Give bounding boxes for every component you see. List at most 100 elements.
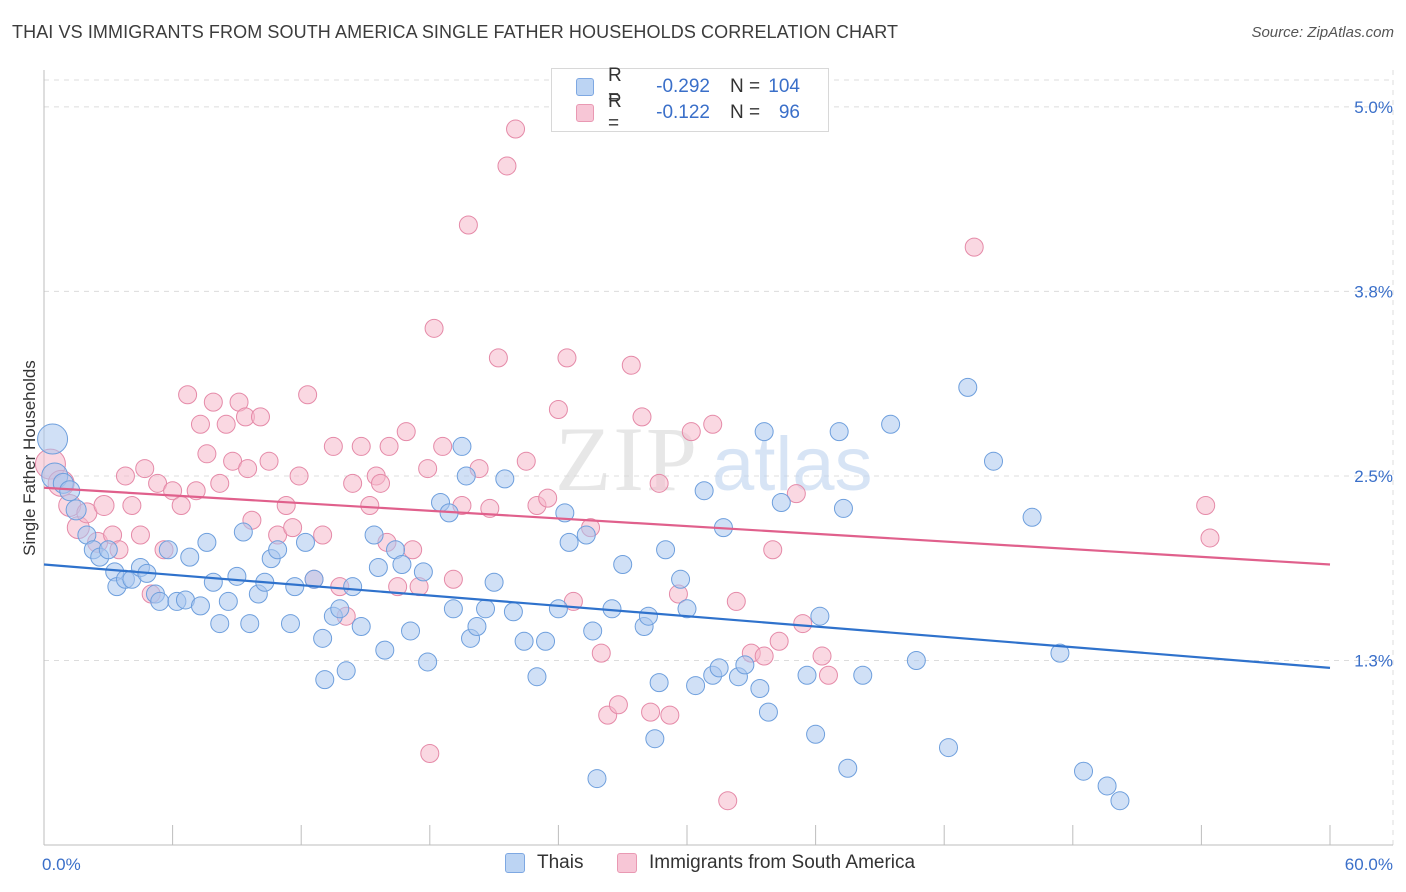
thais-point	[638, 606, 658, 626]
thais-point	[587, 769, 607, 789]
thais-point	[476, 599, 496, 619]
sa-point	[443, 569, 463, 589]
thais-point	[656, 540, 676, 560]
thais-point	[645, 729, 665, 749]
sa-point	[197, 444, 217, 464]
sa-point	[210, 473, 230, 493]
legend-swatch-thais	[505, 853, 525, 873]
sa-point	[93, 494, 115, 516]
sa-point	[259, 451, 279, 471]
thais-point	[158, 540, 178, 560]
thais-point	[838, 758, 858, 778]
sa-point	[216, 414, 236, 434]
thais-point	[413, 562, 433, 582]
legend-swatch-sa	[617, 853, 637, 873]
sa-point	[420, 743, 440, 763]
legend-swatch-thais	[576, 78, 594, 96]
thais-point	[484, 572, 504, 592]
trend-line-thais	[43, 563, 1331, 669]
thais-point	[677, 599, 697, 619]
thais-point	[401, 621, 421, 641]
thais-point	[548, 599, 568, 619]
thais-point	[806, 724, 826, 744]
sa-point	[396, 422, 416, 442]
thais-point	[315, 670, 335, 690]
thais-point	[1110, 791, 1130, 811]
sa-point	[388, 577, 408, 597]
sa-point	[621, 355, 641, 375]
y-tick-label: 5.0%	[1354, 98, 1393, 117]
source-credit: Source: ZipAtlas.com	[1251, 24, 1394, 41]
legend-item-thais[interactable]: Thais	[505, 852, 583, 874]
legend-r-value-thais: -0.292	[656, 76, 710, 97]
series-legend: Thais Immigrants from South America	[0, 852, 1406, 876]
thais-point	[240, 614, 260, 634]
sa-point	[769, 631, 789, 651]
trend-line-sa	[43, 486, 1331, 566]
sa-point	[718, 791, 738, 811]
sa-point	[313, 525, 333, 545]
thais-point	[452, 436, 472, 456]
thais-point	[833, 498, 853, 518]
legend-swatch-sa	[576, 104, 594, 122]
sa-point	[480, 498, 500, 518]
sa-point	[283, 518, 303, 538]
thais-point	[203, 572, 223, 592]
sa-point	[641, 702, 661, 722]
thais-point	[227, 566, 247, 586]
thais-point	[285, 577, 305, 597]
thais-point	[906, 650, 926, 670]
sa-point	[703, 414, 723, 434]
sa-point	[122, 495, 142, 515]
thais-point	[686, 676, 706, 696]
sa-point	[516, 451, 536, 471]
legend-n-label: N =	[730, 102, 761, 123]
thais-point	[1022, 507, 1042, 527]
thais-point	[750, 679, 770, 699]
thais-point	[336, 661, 356, 681]
thais-point	[368, 557, 388, 577]
legend-label-sa: Immigrants from South America	[649, 852, 916, 873]
chart-title: THAI VS IMMIGRANTS FROM SOUTH AMERICA SI…	[12, 22, 899, 42]
sa-point	[360, 495, 380, 515]
series-thais	[37, 377, 1130, 811]
watermark-zip: ZIP	[555, 408, 699, 510]
sa-point	[591, 643, 611, 663]
thais-point	[559, 532, 579, 552]
sa-point	[681, 422, 701, 442]
tick-labels: 1.3% 2.5% 3.8% 5.0% 0.0% 60.0%	[42, 98, 1393, 874]
sa-point	[250, 407, 270, 427]
thais-point	[503, 602, 523, 622]
sa-point	[298, 385, 318, 405]
sa-point	[538, 488, 558, 508]
sa-point	[1200, 528, 1220, 548]
sa-point	[190, 414, 210, 434]
legend-n-value-sa: 96	[778, 102, 800, 123]
thais-point	[313, 628, 333, 648]
thais-point	[771, 493, 791, 513]
thais-point	[65, 499, 87, 521]
legend-n-label: N =	[730, 76, 761, 97]
thais-point	[1097, 776, 1117, 796]
thais-point	[1050, 643, 1070, 663]
sa-point	[812, 646, 832, 666]
sa-point	[488, 348, 508, 368]
sa-point	[178, 385, 198, 405]
sa-point	[171, 495, 191, 515]
sa-point	[223, 451, 243, 471]
sa-point	[632, 407, 652, 427]
thais-point	[881, 414, 901, 434]
thais-point	[694, 481, 714, 501]
sa-point	[433, 436, 453, 456]
legend-item-sa[interactable]: Immigrants from South America	[617, 852, 915, 874]
sa-point	[379, 436, 399, 456]
thais-point	[210, 614, 230, 634]
thais-point	[709, 658, 729, 678]
x-tick-label-max: 60.0%	[1345, 855, 1393, 874]
thais-point	[938, 738, 958, 758]
sa-point	[793, 614, 813, 634]
thais-point	[375, 640, 395, 660]
thais-point	[495, 469, 515, 489]
thais-point	[98, 540, 118, 560]
